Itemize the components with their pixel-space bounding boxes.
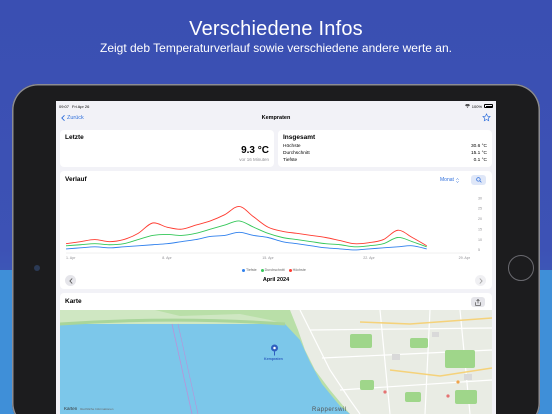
legend-item-max: Höchste xyxy=(288,268,306,272)
y-tick-label: 15 xyxy=(478,227,482,231)
chart-search-button[interactable] xyxy=(471,175,486,185)
latest-temperature: 9.3 °C xyxy=(241,145,269,156)
history-title: Verlauf xyxy=(65,176,87,183)
legend-item-avg: Durchschnitt xyxy=(260,268,285,272)
share-button[interactable] xyxy=(471,297,485,307)
page-title: Kempraten xyxy=(261,115,291,121)
star-icon xyxy=(482,112,491,121)
x-tick-label: 29. Apr xyxy=(459,256,471,260)
latest-ago: vor 16 Minuten xyxy=(239,157,269,162)
legend-label: Höchste xyxy=(292,268,306,272)
map-pin-icon[interactable] xyxy=(270,344,279,356)
x-tick-label: 15. Apr xyxy=(262,256,274,260)
stat-label: Durchschnitt xyxy=(283,151,310,156)
map-attribution[interactable]: Karten Rechtliche Informationen xyxy=(64,406,113,411)
nav-bar: Zurück Kempraten xyxy=(56,111,496,125)
history-card: Verlauf Monat 1. Apr 8. Apr 15. Apr 22. Apr… xyxy=(60,171,492,289)
map-view[interactable]: Kempraten Rapperswil Karten Rechtliche In… xyxy=(60,310,492,414)
promo-subline: Zeigt deb Temperaturverlauf sowie versch… xyxy=(100,41,452,55)
stat-row-max: Höchste 30.6 °C xyxy=(283,144,487,149)
chevron-right-icon xyxy=(478,277,483,284)
status-time: 09:07 xyxy=(59,103,70,109)
status-bar: 09:07 Fri Apr 26 100% xyxy=(56,101,496,111)
legal-link[interactable]: Rechtliche Informationen xyxy=(80,407,114,411)
battery-icon xyxy=(484,104,493,108)
x-tick-label: 1. Apr xyxy=(66,256,76,260)
chevron-left-icon xyxy=(68,277,73,284)
home-button xyxy=(508,255,534,281)
stat-value: 0.1 °C xyxy=(473,158,487,163)
pin-label: Kempraten xyxy=(264,357,283,361)
latest-card: Letzte 9.3 °C vor 16 Minuten xyxy=(60,130,274,167)
map-title: Karte xyxy=(65,298,82,305)
chart-legend: Tiefste Durchschnitt Höchste xyxy=(242,268,306,272)
app-screen: 09:07 Fri Apr 26 100% Zurück Kempraten L… xyxy=(56,101,496,414)
camera-dot xyxy=(34,265,40,271)
favorite-button[interactable] xyxy=(482,112,491,124)
series-line-avg xyxy=(65,220,427,248)
back-button[interactable]: Zurück xyxy=(61,115,84,121)
magnifier-icon xyxy=(475,177,482,183)
battery-percent: 100% xyxy=(471,103,482,109)
stat-row-avg: Durchschnitt 15.1 °C xyxy=(283,151,487,156)
legend-label: Durchschnitt xyxy=(264,268,285,272)
y-tick-label: 10 xyxy=(478,238,482,242)
summary-card: Insgesamt Höchste 30.6 °C Durchschnitt 1… xyxy=(278,130,492,167)
next-month-button[interactable] xyxy=(475,275,486,286)
stat-row-min: Tiefste 0.1 °C xyxy=(283,158,487,163)
temperature-chart: 1. Apr 8. Apr 15. Apr 22. Apr 29. Apr 5 10 15 20… xyxy=(65,196,482,260)
attribution-label: Karten xyxy=(64,406,78,411)
series-line-min xyxy=(65,231,427,251)
wifi-icon xyxy=(464,104,470,108)
promo-headline: Verschiedene Infos xyxy=(189,18,363,40)
prev-month-button[interactable] xyxy=(65,275,76,286)
stat-value: 15.1 °C xyxy=(470,151,487,156)
stat-value: 30.6 °C xyxy=(470,144,487,149)
latest-title: Letzte xyxy=(65,134,84,141)
y-tick-label: 5 xyxy=(478,248,480,252)
month-label: April 2024 xyxy=(262,277,290,283)
y-tick-label: 25 xyxy=(478,207,482,211)
stat-label: Höchste xyxy=(283,144,301,149)
chevron-left-icon xyxy=(61,115,65,121)
stat-label: Tiefste xyxy=(283,158,298,163)
period-label: Monat xyxy=(440,177,454,183)
status-date: Fri Apr 26 xyxy=(72,103,90,109)
y-tick-label: 20 xyxy=(478,217,482,221)
x-tick-label: 8. Apr xyxy=(162,256,172,260)
chevron-updown-icon xyxy=(456,177,459,183)
series-line-max xyxy=(65,205,427,247)
map-graphic xyxy=(60,310,492,414)
x-tick-label: 22. Apr xyxy=(363,256,375,260)
legend-item-min: Tiefste xyxy=(242,268,257,272)
share-icon xyxy=(475,298,481,306)
legend-label: Tiefste xyxy=(246,268,257,272)
summary-title: Insgesamt xyxy=(283,134,316,141)
y-tick-label: 30 xyxy=(478,196,482,200)
place-label: Rapperswil xyxy=(312,407,347,413)
back-label: Zurück xyxy=(67,115,84,121)
period-selector[interactable]: Monat xyxy=(440,177,459,183)
